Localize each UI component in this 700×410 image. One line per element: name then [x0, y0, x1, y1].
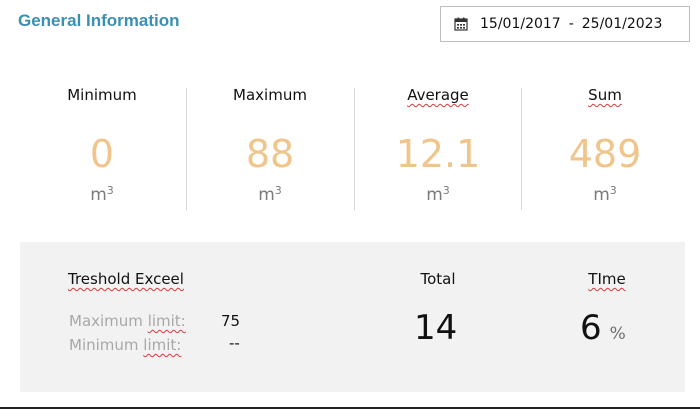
stat-sum: Sum 489 m3 [521, 80, 689, 212]
time-label: TIme [588, 270, 626, 288]
percent-unit: % [609, 324, 626, 344]
bottom-border [0, 407, 700, 409]
threshold-panel: Treshold Exceel Maximum limit: 75 Minimu… [20, 242, 685, 392]
total-value: 14 [414, 308, 458, 348]
stat-label: Minimum [67, 86, 137, 104]
date-separator: - [568, 16, 574, 32]
time-value: 6% [580, 308, 626, 348]
min-limit-label: Minimum limit: [69, 336, 182, 354]
divider [186, 88, 187, 210]
stat-label: Maximum [233, 86, 307, 104]
stat-unit: m3 [426, 184, 450, 205]
max-limit-label: Maximum limit: [69, 312, 186, 330]
max-limit-value: 75 [221, 312, 241, 330]
stat-maximum: Maximum 88 m3 [186, 80, 354, 212]
threshold-title: Treshold Exceel [68, 270, 184, 288]
date-end: 25/01/2023 [581, 16, 663, 32]
stat-value: 88 [245, 132, 295, 176]
stat-label: Sum [588, 86, 622, 104]
date-start: 15/01/2017 [480, 16, 561, 32]
divider [354, 88, 355, 210]
divider [521, 88, 522, 210]
date-range-text: 15/01/2017-25/01/2023 [480, 16, 662, 32]
stat-value: 12.1 [395, 132, 481, 176]
stat-average: Average 12.1 m3 [354, 80, 522, 212]
stats-row: Minimum 0 m3 Maximum 88 m3 Average 12.1 … [18, 80, 688, 212]
total-label: Total [420, 270, 456, 288]
stat-unit: m3 [593, 184, 617, 205]
section-title: General Information [18, 11, 180, 30]
stat-unit: m3 [90, 184, 114, 205]
min-limit-value: -- [229, 334, 240, 352]
stat-unit: m3 [258, 184, 282, 205]
stat-value: 0 [89, 132, 115, 176]
date-range-picker[interactable]: 15/01/2017-25/01/2023 [440, 6, 690, 42]
stat-value: 489 [568, 132, 642, 176]
stat-label: Average [407, 86, 469, 104]
stat-minimum: Minimum 0 m3 [18, 80, 186, 212]
calendar-icon [454, 17, 468, 31]
